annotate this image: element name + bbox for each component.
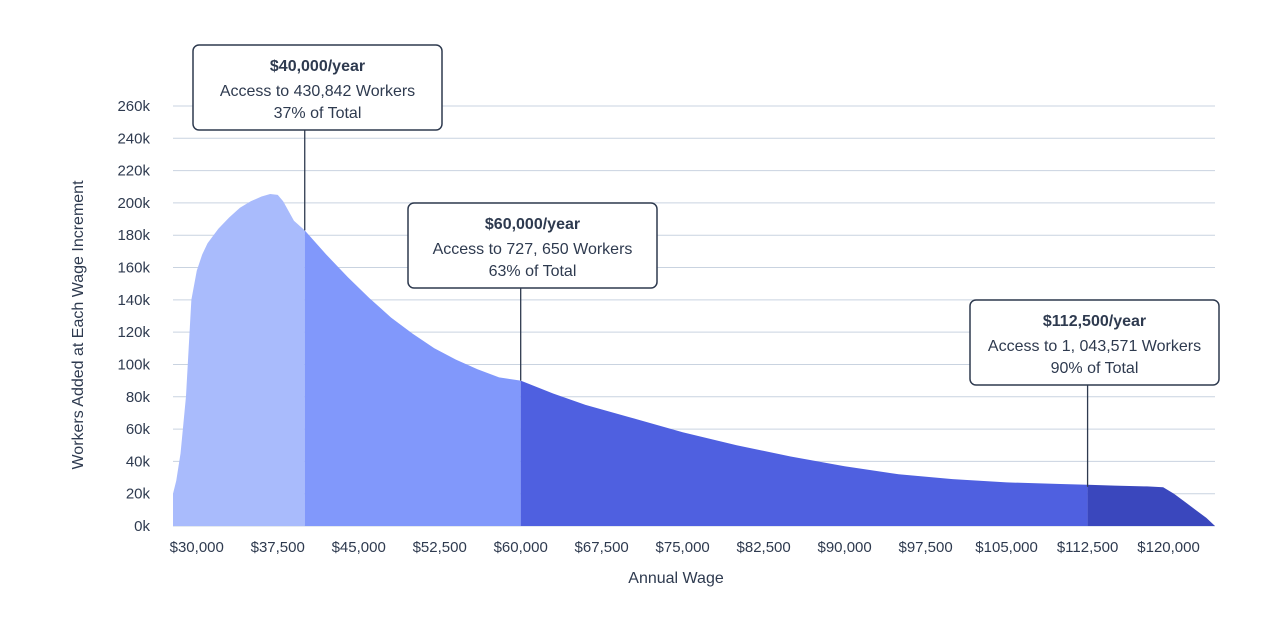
x-tick-label: $67,500: [575, 539, 629, 556]
x-tick-label: $112,500: [1057, 539, 1118, 556]
y-tick-label: 0k: [134, 518, 150, 535]
y-tick-label: 100k: [117, 356, 150, 373]
callout-box: [969, 299, 1220, 386]
area-segment: [304, 230, 521, 526]
area-segment: [173, 194, 305, 527]
y-tick-label: 180k: [117, 227, 150, 244]
callout-percent: 90% of Total: [1051, 360, 1139, 377]
x-tick-label: $30,000: [170, 539, 224, 556]
callout-title: $112,500/year: [1043, 313, 1146, 330]
x-tick-label: $52,500: [413, 539, 467, 556]
callout-percent: 37% of Total: [274, 105, 362, 122]
x-tick-label: $45,000: [332, 539, 386, 556]
y-tick-label: 160k: [117, 260, 150, 277]
x-tick-label: $37,500: [251, 539, 305, 556]
y-tick-label: 260k: [117, 98, 150, 115]
y-tick-label: 200k: [117, 195, 150, 212]
y-tick-label: 240k: [117, 130, 150, 147]
x-axis-title: Annual Wage: [628, 570, 724, 587]
y-tick-label: 60k: [126, 421, 151, 438]
x-tick-label: $105,000: [975, 539, 1038, 556]
y-tick-label: 80k: [126, 389, 151, 406]
x-tick-label: $90,000: [818, 539, 872, 556]
area-segment: [520, 380, 1088, 526]
callout-workers: Access to 1, 043,571 Workers: [988, 338, 1201, 355]
y-axis-ticks: 0k 20k 40k 60k 80k 100k 120k 140k 160k 180k 200k 22…: [117, 98, 150, 535]
y-tick-label: 220k: [117, 163, 150, 180]
callout-percent: 63% of Total: [489, 263, 577, 280]
x-tick-label: $82,500: [737, 539, 791, 556]
x-tick-label: $75,000: [656, 539, 710, 556]
y-tick-label: 140k: [117, 292, 150, 309]
y-tick-label: 120k: [117, 324, 150, 341]
callout-box: [407, 202, 658, 289]
x-tick-label: $60,000: [494, 539, 548, 556]
y-axis-title: Workers Added at Each Wage Increment: [70, 180, 87, 470]
area-segments: [173, 194, 1215, 527]
callout-workers: Access to 430,842 Workers: [220, 83, 415, 100]
y-tick-label: 40k: [126, 453, 151, 470]
callouts: $40,000/year Access to 430,842 Workers 37%…: [192, 44, 1220, 487]
callout-box: [192, 44, 443, 131]
y-tick-label: 20k: [126, 486, 151, 503]
x-axis-ticks: $30,000 $37,500 $45,000 $52,500 $60,000 $67,5…: [170, 539, 1200, 556]
x-tick-label: $120,000: [1137, 539, 1200, 556]
callout-title: $40,000/year: [270, 58, 365, 75]
x-tick-label: $97,500: [898, 539, 952, 556]
callout-workers: Access to 727, 650 Workers: [433, 241, 633, 258]
callout-title: $60,000/year: [485, 216, 580, 233]
area-segment: [1087, 484, 1215, 526]
